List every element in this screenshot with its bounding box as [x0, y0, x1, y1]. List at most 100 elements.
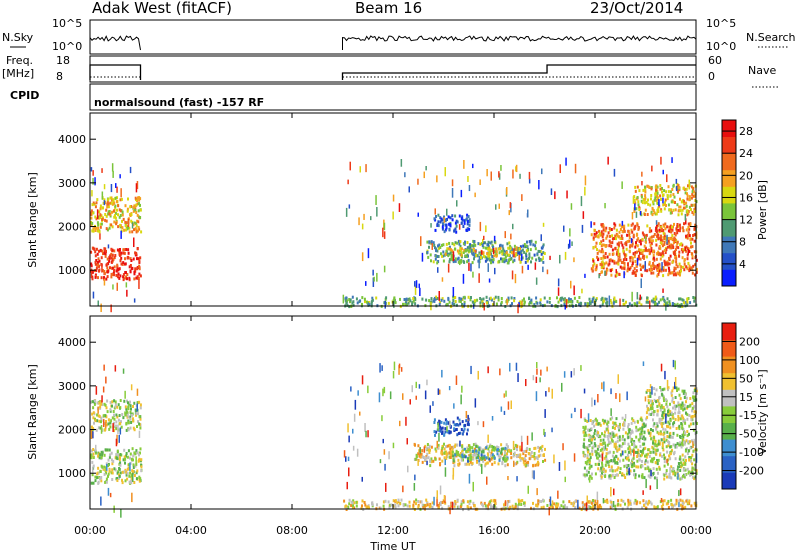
data-cell — [461, 420, 464, 424]
data-cell — [651, 457, 654, 461]
data-cell — [578, 296, 581, 299]
data-cell — [135, 230, 138, 234]
data-cell — [663, 440, 666, 444]
colorbar-segment — [722, 186, 736, 204]
data-cell — [103, 200, 106, 206]
data-cell — [678, 262, 681, 266]
data-cell — [426, 443, 429, 446]
data-cell — [483, 235, 485, 240]
data-cell — [433, 243, 436, 247]
data-cell — [466, 260, 469, 264]
data-cell — [123, 470, 126, 474]
data-cell — [681, 499, 684, 503]
data-cell — [591, 449, 594, 453]
data-cell — [139, 274, 142, 278]
data-cell — [138, 400, 141, 404]
data-cell — [672, 467, 675, 471]
data-cell — [440, 427, 443, 431]
data-cell — [349, 300, 352, 304]
data-cell — [590, 267, 593, 271]
data-cell — [596, 255, 599, 259]
data-cell — [140, 465, 143, 469]
data-cell — [464, 423, 467, 427]
data-cell — [460, 247, 463, 251]
data-cell — [546, 269, 549, 275]
data-cell — [690, 418, 693, 422]
data-cell — [672, 472, 675, 476]
data-cell — [488, 459, 491, 463]
x-tick-label: 08:00 — [276, 524, 308, 537]
data-cell — [448, 222, 451, 226]
data-cell — [91, 277, 94, 281]
data-cell — [485, 506, 488, 510]
data-cell — [114, 212, 117, 215]
data-cell — [573, 285, 575, 296]
data-cell — [488, 248, 490, 255]
data-cell — [433, 430, 436, 434]
data-cell — [527, 452, 530, 455]
data-cell — [529, 242, 532, 246]
data-cell — [626, 472, 628, 476]
data-cell — [125, 470, 128, 474]
data-cell — [642, 422, 645, 426]
data-cell — [463, 295, 466, 299]
data-cell — [112, 257, 115, 261]
data-cell — [426, 379, 428, 386]
data-cell — [553, 454, 555, 464]
data-cell — [617, 436, 619, 440]
data-cell — [607, 429, 610, 434]
data-cell — [513, 297, 516, 300]
data-cell — [631, 230, 634, 234]
data-cell — [531, 432, 533, 441]
data-cell — [94, 250, 97, 254]
data-cell — [393, 297, 396, 301]
data-cell — [514, 462, 517, 466]
data-cell — [684, 393, 687, 397]
data-cell — [129, 410, 132, 414]
data-cell — [662, 499, 665, 503]
data-cell — [463, 160, 465, 169]
data-cell — [129, 205, 132, 209]
data-cell — [477, 454, 480, 458]
data-cell — [101, 191, 104, 200]
data-cell — [464, 254, 467, 258]
data-cell — [621, 434, 624, 438]
data-cell — [672, 200, 675, 204]
data-cell — [517, 373, 519, 383]
data-cell — [457, 256, 460, 260]
data-cell — [669, 467, 671, 476]
data-cell — [487, 240, 490, 244]
data-cell — [431, 243, 433, 250]
data-cell — [468, 262, 470, 271]
data-cell — [504, 252, 507, 256]
data-cell — [138, 457, 141, 461]
data-cell — [629, 434, 631, 439]
data-cell — [443, 451, 446, 455]
data-cell — [438, 419, 441, 423]
data-cell — [437, 224, 440, 228]
data-cell — [650, 229, 653, 233]
data-cell — [594, 499, 597, 503]
data-cell — [459, 300, 462, 303]
data-cell — [678, 427, 681, 431]
data-cell — [565, 157, 567, 166]
data-cell — [671, 448, 673, 452]
data-cell — [457, 458, 460, 462]
data-cell — [516, 444, 519, 448]
data-cell — [433, 296, 436, 303]
data-cell — [519, 448, 522, 452]
data-cell — [434, 447, 437, 451]
data-cell — [489, 248, 492, 252]
data-cell — [594, 399, 596, 406]
data-cell — [425, 447, 428, 451]
data-cell — [660, 363, 663, 372]
data-cell — [588, 460, 591, 464]
data-cell — [678, 270, 681, 274]
data-cell — [97, 406, 99, 414]
colorbar-frame — [721, 119, 737, 287]
data-cell — [429, 459, 431, 463]
data-cell — [640, 199, 643, 203]
data-cell — [128, 226, 131, 230]
data-cell — [689, 473, 691, 477]
data-cell — [573, 453, 576, 462]
